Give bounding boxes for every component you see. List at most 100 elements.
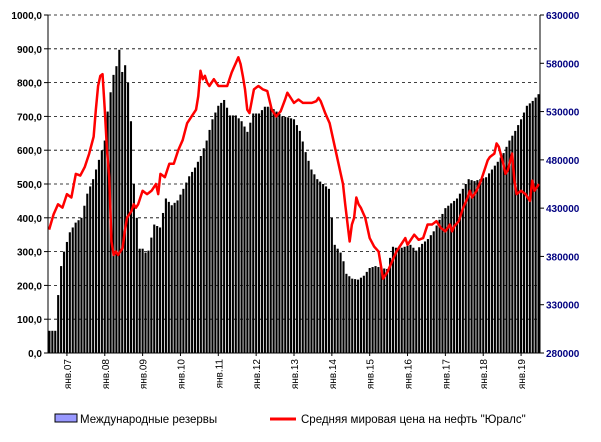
reserves-bar [412,247,415,353]
reserves-bar [115,66,118,354]
reserves-bar [269,106,272,354]
reserves-bar [205,140,208,353]
reserves-bar [371,267,374,353]
reserves-bar [476,180,479,353]
reserves-bar [156,226,159,353]
reserves-bar [429,235,432,353]
reserves-bar [348,276,351,353]
left-tick-label: 700,0 [17,112,42,123]
reserves-bar [48,330,51,353]
reserves-bar [275,111,278,353]
reserves-bar [359,277,363,353]
reserves-bar [86,193,89,353]
reserves-bar [220,102,223,353]
legend-line-label: Средняя мировая цена на нефть "Юралс" [301,414,526,426]
reserves-bar [150,237,153,353]
reserves-bar [258,113,261,353]
right-tick-label: 430000 [546,204,580,215]
reserves-bar [129,121,133,353]
reserves-bar [528,103,531,353]
reserves-bar [199,155,202,353]
x-tick-label: янв.07 [63,359,74,390]
reserves-bar [525,105,528,353]
reserves-bar [488,173,491,353]
reserves-bar [228,115,232,354]
reserves-bar [406,245,409,353]
reserves-bar [345,273,348,353]
reserves-bar [394,247,397,353]
reserves-bar [444,208,447,353]
reserves-bar [365,271,368,353]
reserves-bar [505,146,508,353]
reserves-bar [252,113,255,353]
reserves-bar [310,169,313,353]
reserves-bar [138,248,141,353]
reserves-bar [287,117,290,354]
reserves-bar [106,111,109,353]
reserves-bar [217,105,220,353]
reserves-bar [351,278,354,353]
reserves-bar [374,266,377,353]
reserves-bar [60,266,63,353]
reserves-bar [336,248,339,353]
reserves-bar [144,252,147,353]
reserves-bar [354,279,357,353]
reserves-bar [377,267,380,353]
reserves-bar [284,116,287,353]
reserves-bar [234,115,237,354]
reserves-bar [435,225,438,353]
left-tick-label: 1000,0 [11,11,42,22]
reserves-bar [522,112,526,353]
x-tick-label: янв.08 [101,359,112,390]
reserves-bar [368,268,371,353]
x-tick-label: янв.16 [404,359,415,390]
reserves-bar [514,130,517,353]
reserves-bar [534,97,537,353]
right-axis-ticks: 280000 330000 380000 430000 480000 530000 5800… [540,11,580,360]
reserves-bar [319,181,322,353]
reserves-bar [389,257,392,353]
reserves-bar [278,113,281,354]
reserves-bar [301,141,304,353]
reserves-bar [208,129,211,353]
reserves-bar [83,205,86,353]
reserves-bar [508,140,511,353]
reserves-bar [464,184,467,353]
reserves-bar [92,179,95,353]
reserves-bar [132,184,135,353]
reserves-bar [496,161,499,353]
reserves-bar [537,94,540,353]
reserves-bar [54,330,57,353]
reserves-bar [260,110,264,354]
reserves-bar [77,220,80,353]
left-tick-label: 600,0 [17,146,42,157]
reserves-bar [432,231,435,353]
reserves-bar [161,212,165,353]
reserves-bar [179,194,182,353]
reserves-bar [89,186,92,353]
reserves-bar [281,116,284,354]
reserves-bar [342,261,345,353]
reserves-bar [441,213,444,353]
reserves-bar [225,107,229,354]
reserves-bar [237,118,240,353]
reserves-bar [71,227,74,353]
reserves-bar [100,150,103,353]
reserves-bar [74,222,77,353]
reserves-bar [176,200,179,353]
reserves-bar [191,171,194,353]
reserves-bar [153,224,156,353]
reserves-bar [147,250,150,353]
reserves-bar [453,200,456,353]
reserves-bar [490,169,494,353]
reserves-bar [458,193,461,353]
reserves-bar [418,247,421,353]
reserves-bar [426,239,429,353]
reserves-bar [65,241,68,353]
reserves-bar [356,279,360,353]
reserves-bar [485,177,488,353]
reserves-bar [438,219,441,353]
reserves-bar [327,188,330,353]
reserves-bar [307,160,310,353]
reserves-bar [447,205,450,353]
